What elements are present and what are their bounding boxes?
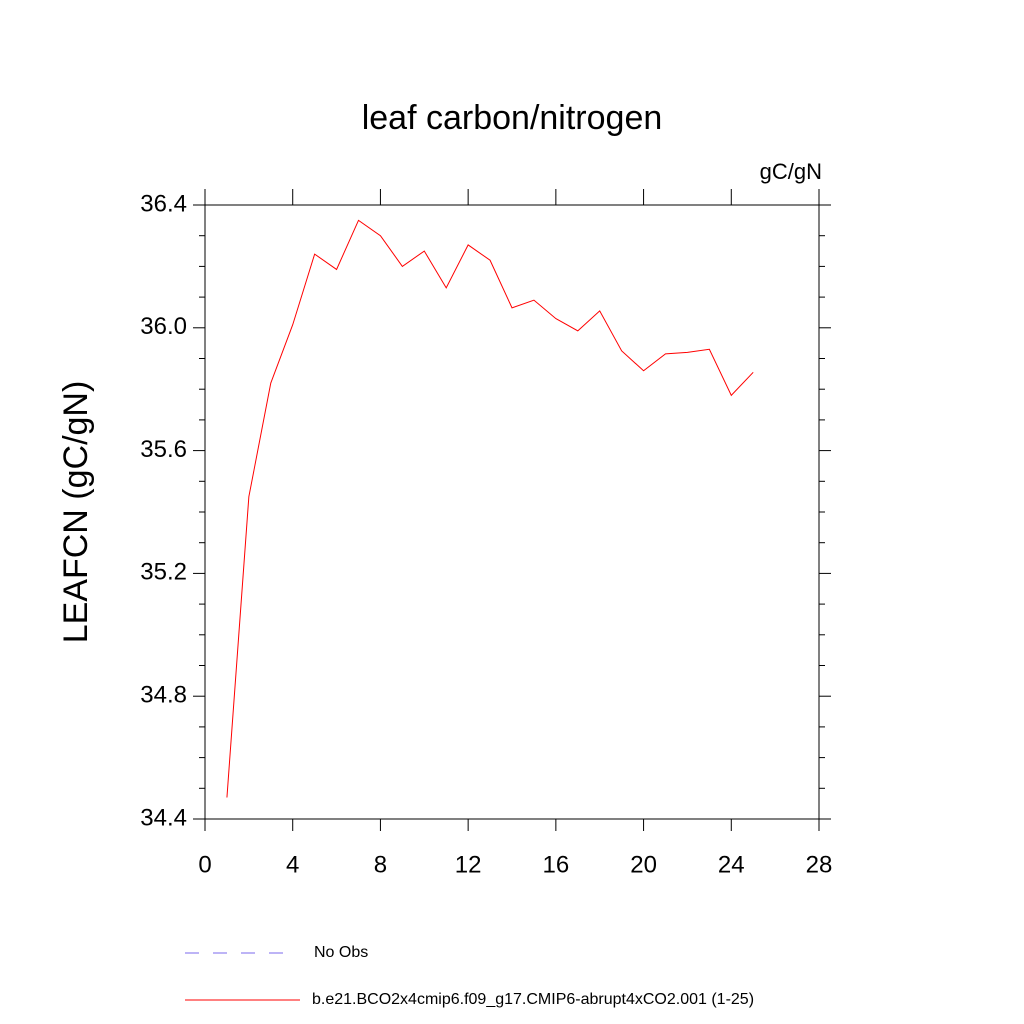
chart-title: leaf carbon/nitrogen bbox=[362, 99, 663, 137]
units-label: gC/gN bbox=[760, 159, 822, 184]
y-tick-label: 36.0 bbox=[140, 313, 187, 340]
y-tick-label: 34.4 bbox=[140, 804, 187, 831]
y-axis-label: LEAFCN (gC/gN) bbox=[57, 381, 95, 644]
x-tick-label: 20 bbox=[630, 851, 657, 878]
x-tick-label: 0 bbox=[198, 851, 211, 878]
x-tick-label: 16 bbox=[543, 851, 570, 878]
y-tick-label: 35.2 bbox=[140, 559, 187, 586]
y-tick-label: 35.6 bbox=[140, 436, 187, 463]
plot-frame bbox=[204, 204, 820, 820]
legend-label: No Obs bbox=[314, 944, 368, 961]
x-tick-label: 12 bbox=[455, 851, 482, 878]
data-line bbox=[226, 219, 754, 798]
x-tick-label: 8 bbox=[374, 851, 387, 878]
legend-label: b.e21.BCO2x4cmip6.f09_g17.CMIP6-abrupt4x… bbox=[312, 991, 754, 1008]
x-tick-label: 24 bbox=[718, 851, 745, 878]
x-tick-label: 4 bbox=[286, 851, 299, 878]
y-tick-label: 36.4 bbox=[140, 190, 187, 217]
y-tick-label: 34.8 bbox=[140, 682, 187, 709]
x-tick-label: 28 bbox=[806, 851, 833, 878]
